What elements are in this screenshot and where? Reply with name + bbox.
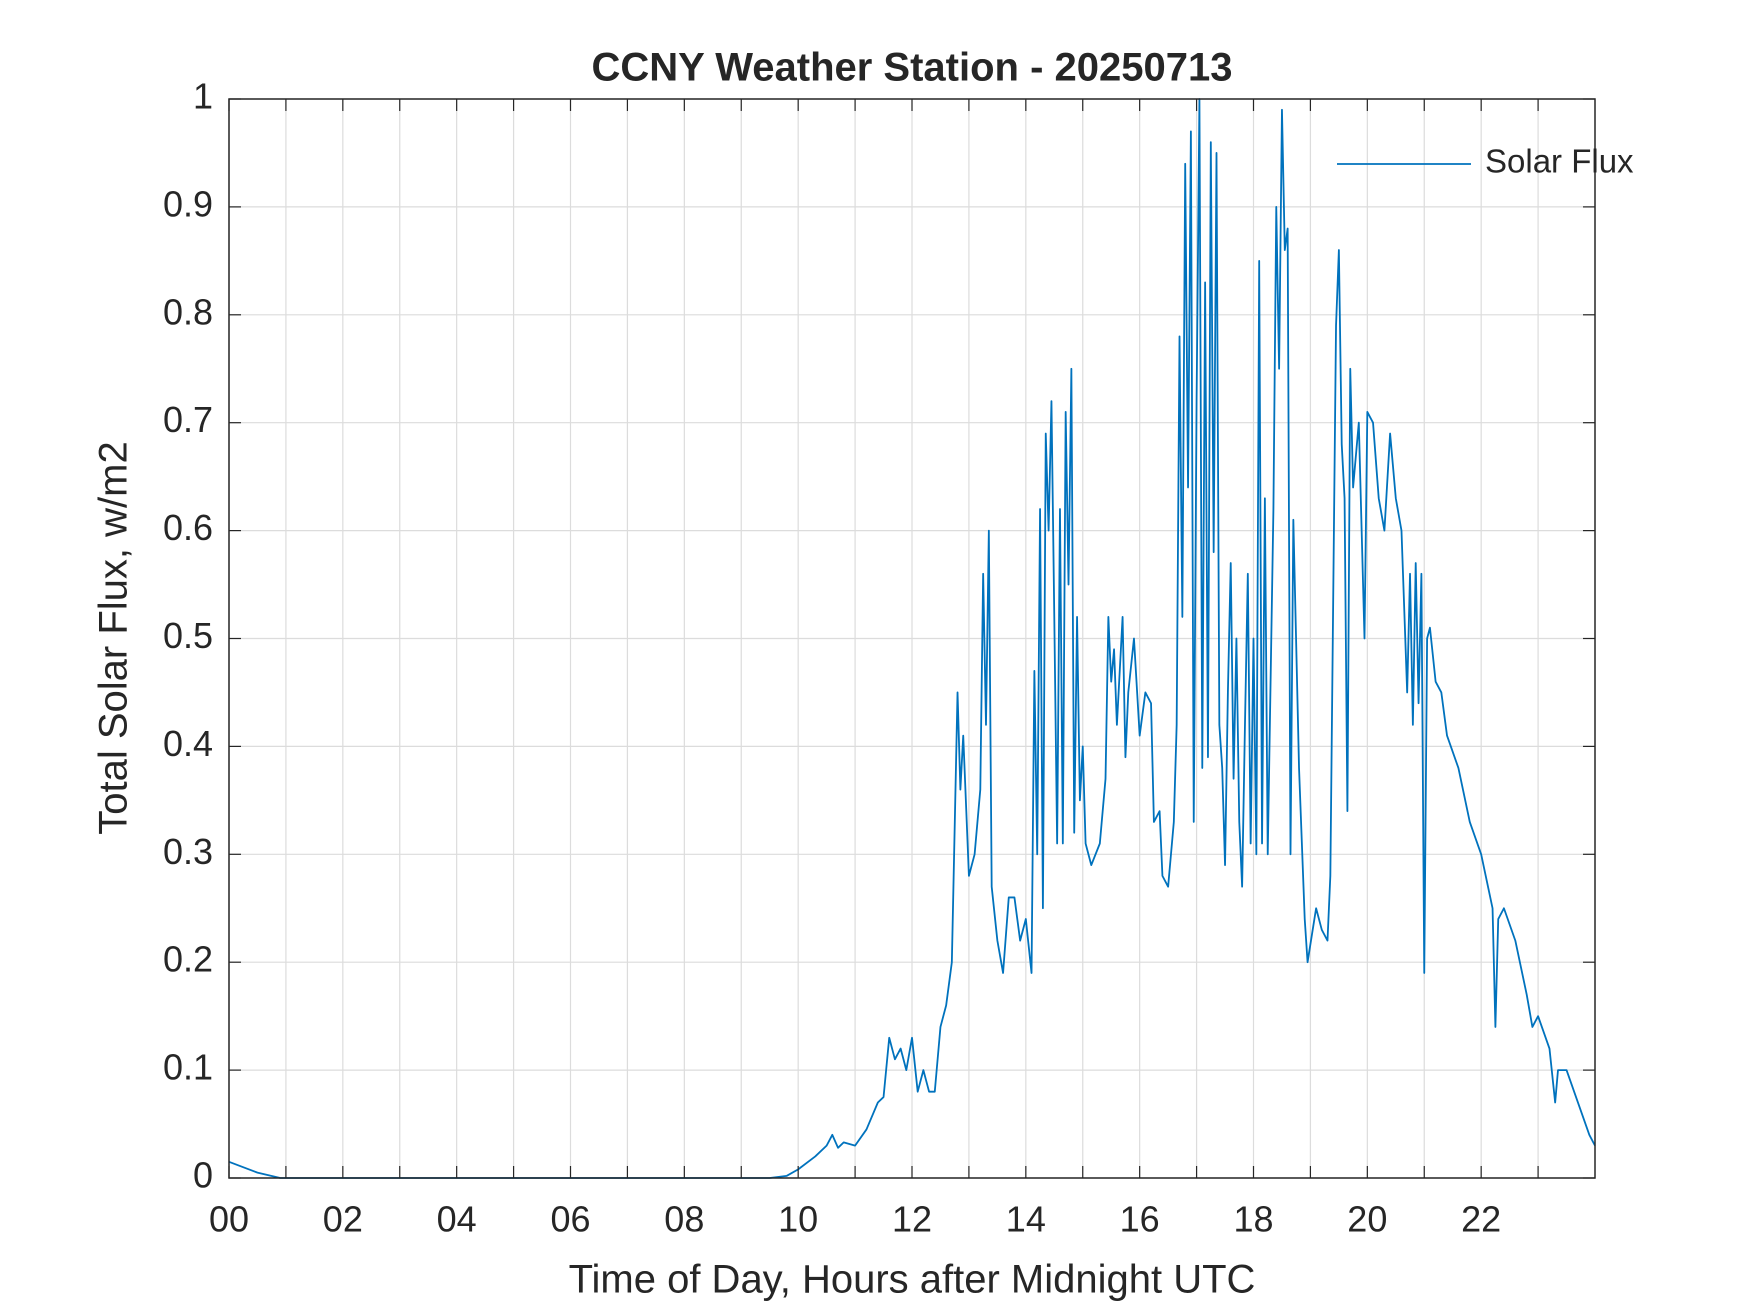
y-tick-label: 0.5 — [163, 615, 213, 656]
y-tick-label: 0 — [193, 1155, 213, 1196]
x-axis-label: Time of Day, Hours after Midnight UTC — [569, 1258, 1256, 1302]
x-tick-label: 10 — [778, 1199, 818, 1240]
y-axis-label: Total Solar Flux, w/m2 — [92, 441, 136, 834]
y-tick-label: 0.7 — [163, 399, 213, 440]
legend-label: Solar Flux — [1485, 143, 1634, 180]
plot-layer — [228, 98, 1596, 1179]
y-tick-label: 0.2 — [163, 939, 213, 980]
y-tick-label: 0.3 — [163, 831, 213, 872]
x-tick-label: 12 — [892, 1199, 932, 1240]
x-tick-label: 08 — [664, 1199, 704, 1240]
y-tick-label: 0.9 — [163, 183, 213, 224]
y-tick-label: 0.1 — [163, 1047, 213, 1088]
x-tick-label: 00 — [209, 1199, 249, 1240]
y-tick-label: 0.6 — [163, 507, 213, 548]
x-tick-label: 02 — [323, 1199, 363, 1240]
x-tick-label: 22 — [1461, 1199, 1501, 1240]
x-tick-label: 04 — [437, 1199, 477, 1240]
data-line — [228, 98, 1596, 1179]
x-tick-label: 18 — [1233, 1199, 1273, 1240]
x-tick-label: 06 — [550, 1199, 590, 1240]
y-tick-label: 0.4 — [163, 723, 213, 764]
x-tick-label: 14 — [1006, 1199, 1046, 1240]
y-tick-label: 1 — [193, 76, 213, 117]
x-tick-label: 20 — [1347, 1199, 1387, 1240]
x-tick-label: 16 — [1120, 1199, 1160, 1240]
y-tick-label: 0.8 — [163, 291, 213, 332]
chart-title: CCNY Weather Station - 20250713 — [592, 46, 1233, 90]
